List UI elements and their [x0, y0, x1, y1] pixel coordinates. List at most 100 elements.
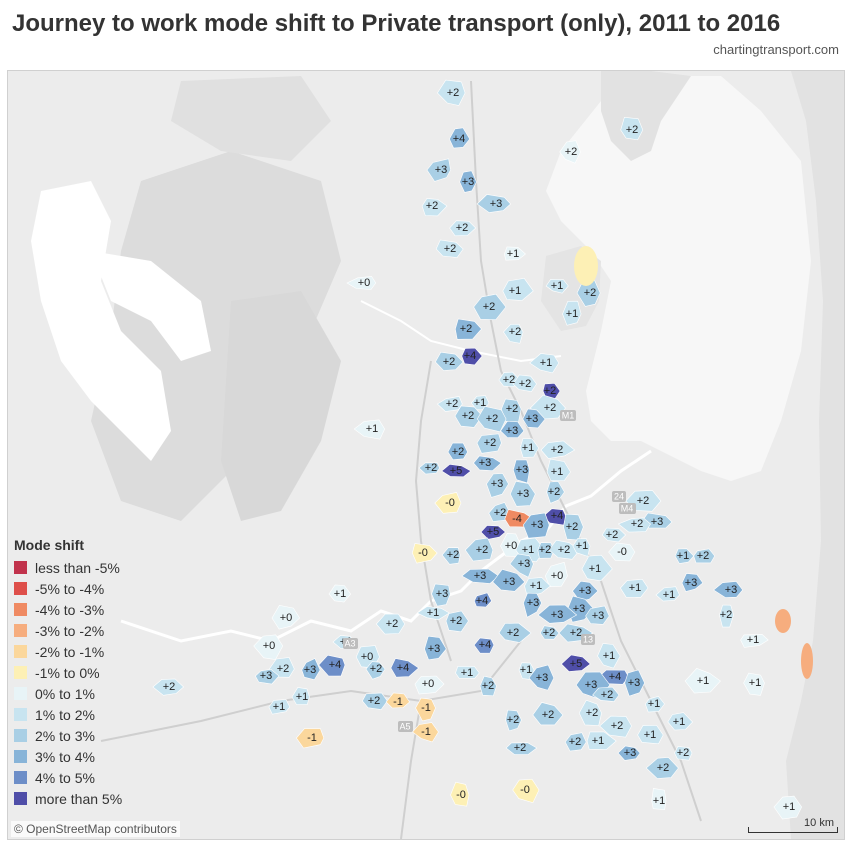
- zone-area[interactable]: [504, 246, 526, 261]
- zone-area[interactable]: [435, 239, 464, 258]
- zone-area[interactable]: [564, 732, 587, 752]
- coastal-zone-patch[interactable]: [801, 643, 813, 679]
- zone-area[interactable]: [476, 405, 507, 433]
- zone-area[interactable]: [523, 592, 542, 618]
- zone-area[interactable]: [522, 512, 550, 539]
- zone-area[interactable]: [713, 581, 744, 598]
- zone-area[interactable]: [447, 442, 468, 461]
- zone-area[interactable]: [512, 459, 530, 484]
- zone-area[interactable]: [152, 678, 185, 696]
- zone-area[interactable]: [528, 664, 555, 691]
- zone-area[interactable]: [464, 537, 494, 562]
- zone-area[interactable]: [445, 610, 469, 633]
- zone-area[interactable]: [390, 658, 420, 678]
- zone-area[interactable]: [645, 757, 679, 779]
- zone-area[interactable]: [743, 672, 765, 696]
- zone-area[interactable]: [586, 731, 617, 750]
- zone-area[interactable]: [353, 419, 386, 440]
- zone-area[interactable]: [414, 675, 445, 695]
- zone-area[interactable]: [539, 625, 560, 640]
- coastal-zone-patch[interactable]: [574, 246, 598, 286]
- zone-area[interactable]: [505, 742, 538, 755]
- zone-area[interactable]: [524, 577, 551, 598]
- zone-area[interactable]: [473, 455, 502, 472]
- zone-area[interactable]: [546, 458, 571, 482]
- zone-area[interactable]: [268, 699, 291, 715]
- zone-area[interactable]: [572, 538, 591, 557]
- zone-area[interactable]: [509, 553, 534, 578]
- zone-area[interactable]: [576, 279, 601, 307]
- zone-area[interactable]: [674, 746, 693, 761]
- zone-area[interactable]: [255, 668, 280, 685]
- zone-area[interactable]: [637, 724, 664, 745]
- zone-area[interactable]: [296, 728, 325, 749]
- zone-area[interactable]: [455, 666, 480, 679]
- zone-area[interactable]: [411, 543, 438, 564]
- map-canvas[interactable]: +2 +4 +2 +2 +3 +3 +2 +3 +2 +2 +1 +0 +1 +1 +2 +2 +1 +2 +2 +2…: [7, 70, 845, 840]
- zone-area[interactable]: [412, 722, 439, 743]
- zone-area[interactable]: [773, 795, 803, 820]
- zone-area[interactable]: [684, 668, 721, 694]
- zone-area[interactable]: [365, 661, 386, 680]
- zone-area[interactable]: [502, 277, 534, 301]
- zone-area[interactable]: [519, 438, 540, 458]
- legend-item[interactable]: -5% to -4%: [14, 578, 122, 599]
- zone-area[interactable]: [620, 578, 649, 598]
- zone-area[interactable]: [644, 695, 665, 713]
- legend-item[interactable]: -2% to -1%: [14, 641, 122, 662]
- zone-area[interactable]: [537, 542, 555, 559]
- zone-area[interactable]: [498, 622, 532, 643]
- zone-area[interactable]: [253, 634, 284, 660]
- zone-area[interactable]: [562, 300, 582, 326]
- zone-area[interactable]: [424, 635, 447, 661]
- zone-area[interactable]: [449, 127, 471, 149]
- zone-area[interactable]: [473, 592, 492, 608]
- legend-item[interactable]: 4% to 5%: [14, 767, 122, 788]
- zone-area[interactable]: [500, 420, 525, 439]
- zone-area[interactable]: [599, 715, 632, 738]
- zone-area[interactable]: [592, 686, 620, 702]
- zone-area[interactable]: [301, 658, 321, 681]
- zone-area[interactable]: [437, 79, 466, 106]
- zone-area[interactable]: [512, 374, 537, 393]
- zone-area[interactable]: [585, 605, 610, 625]
- legend-item[interactable]: more than 5%: [14, 788, 122, 809]
- zone-area[interactable]: [271, 604, 300, 630]
- zone-area[interactable]: [479, 675, 497, 697]
- zone-area[interactable]: [449, 220, 477, 237]
- zone-area[interactable]: [512, 778, 540, 804]
- zone-area[interactable]: [450, 781, 470, 807]
- zone-area[interactable]: [461, 568, 500, 584]
- zone-area[interactable]: [620, 116, 644, 141]
- legend-item[interactable]: 0% to 1%: [14, 683, 122, 704]
- zone-area[interactable]: [418, 462, 440, 475]
- zone-area[interactable]: [537, 604, 578, 624]
- zone-area[interactable]: [492, 568, 526, 592]
- zone-area[interactable]: [681, 573, 704, 592]
- zone-area[interactable]: [601, 527, 627, 543]
- zone-area[interactable]: [436, 396, 463, 412]
- zone-area[interactable]: [540, 440, 576, 459]
- zone-area[interactable]: [480, 525, 506, 540]
- zone-area[interactable]: [548, 539, 581, 560]
- legend-item[interactable]: 3% to 4%: [14, 746, 122, 767]
- zone-area[interactable]: [503, 323, 524, 344]
- zone-area[interactable]: [578, 699, 602, 726]
- zone-area[interactable]: [674, 548, 695, 564]
- zone-area[interactable]: [346, 276, 377, 290]
- zone-area[interactable]: [509, 480, 536, 507]
- zone-area[interactable]: [421, 198, 448, 217]
- zone-area[interactable]: [522, 408, 546, 429]
- zone-area[interactable]: [719, 604, 734, 628]
- zone-area[interactable]: [667, 712, 694, 731]
- zone-area[interactable]: [544, 561, 568, 588]
- zone-area[interactable]: [375, 613, 406, 635]
- zone-area[interactable]: [454, 405, 483, 428]
- zone-area[interactable]: [461, 347, 483, 366]
- zone-area[interactable]: [328, 584, 352, 603]
- zone-area[interactable]: [473, 637, 495, 654]
- zone-area[interactable]: [572, 580, 599, 602]
- map-attribution[interactable]: © OpenStreetMap contributors: [11, 821, 180, 837]
- zone-area[interactable]: [581, 554, 613, 582]
- zone-area[interactable]: [431, 583, 451, 607]
